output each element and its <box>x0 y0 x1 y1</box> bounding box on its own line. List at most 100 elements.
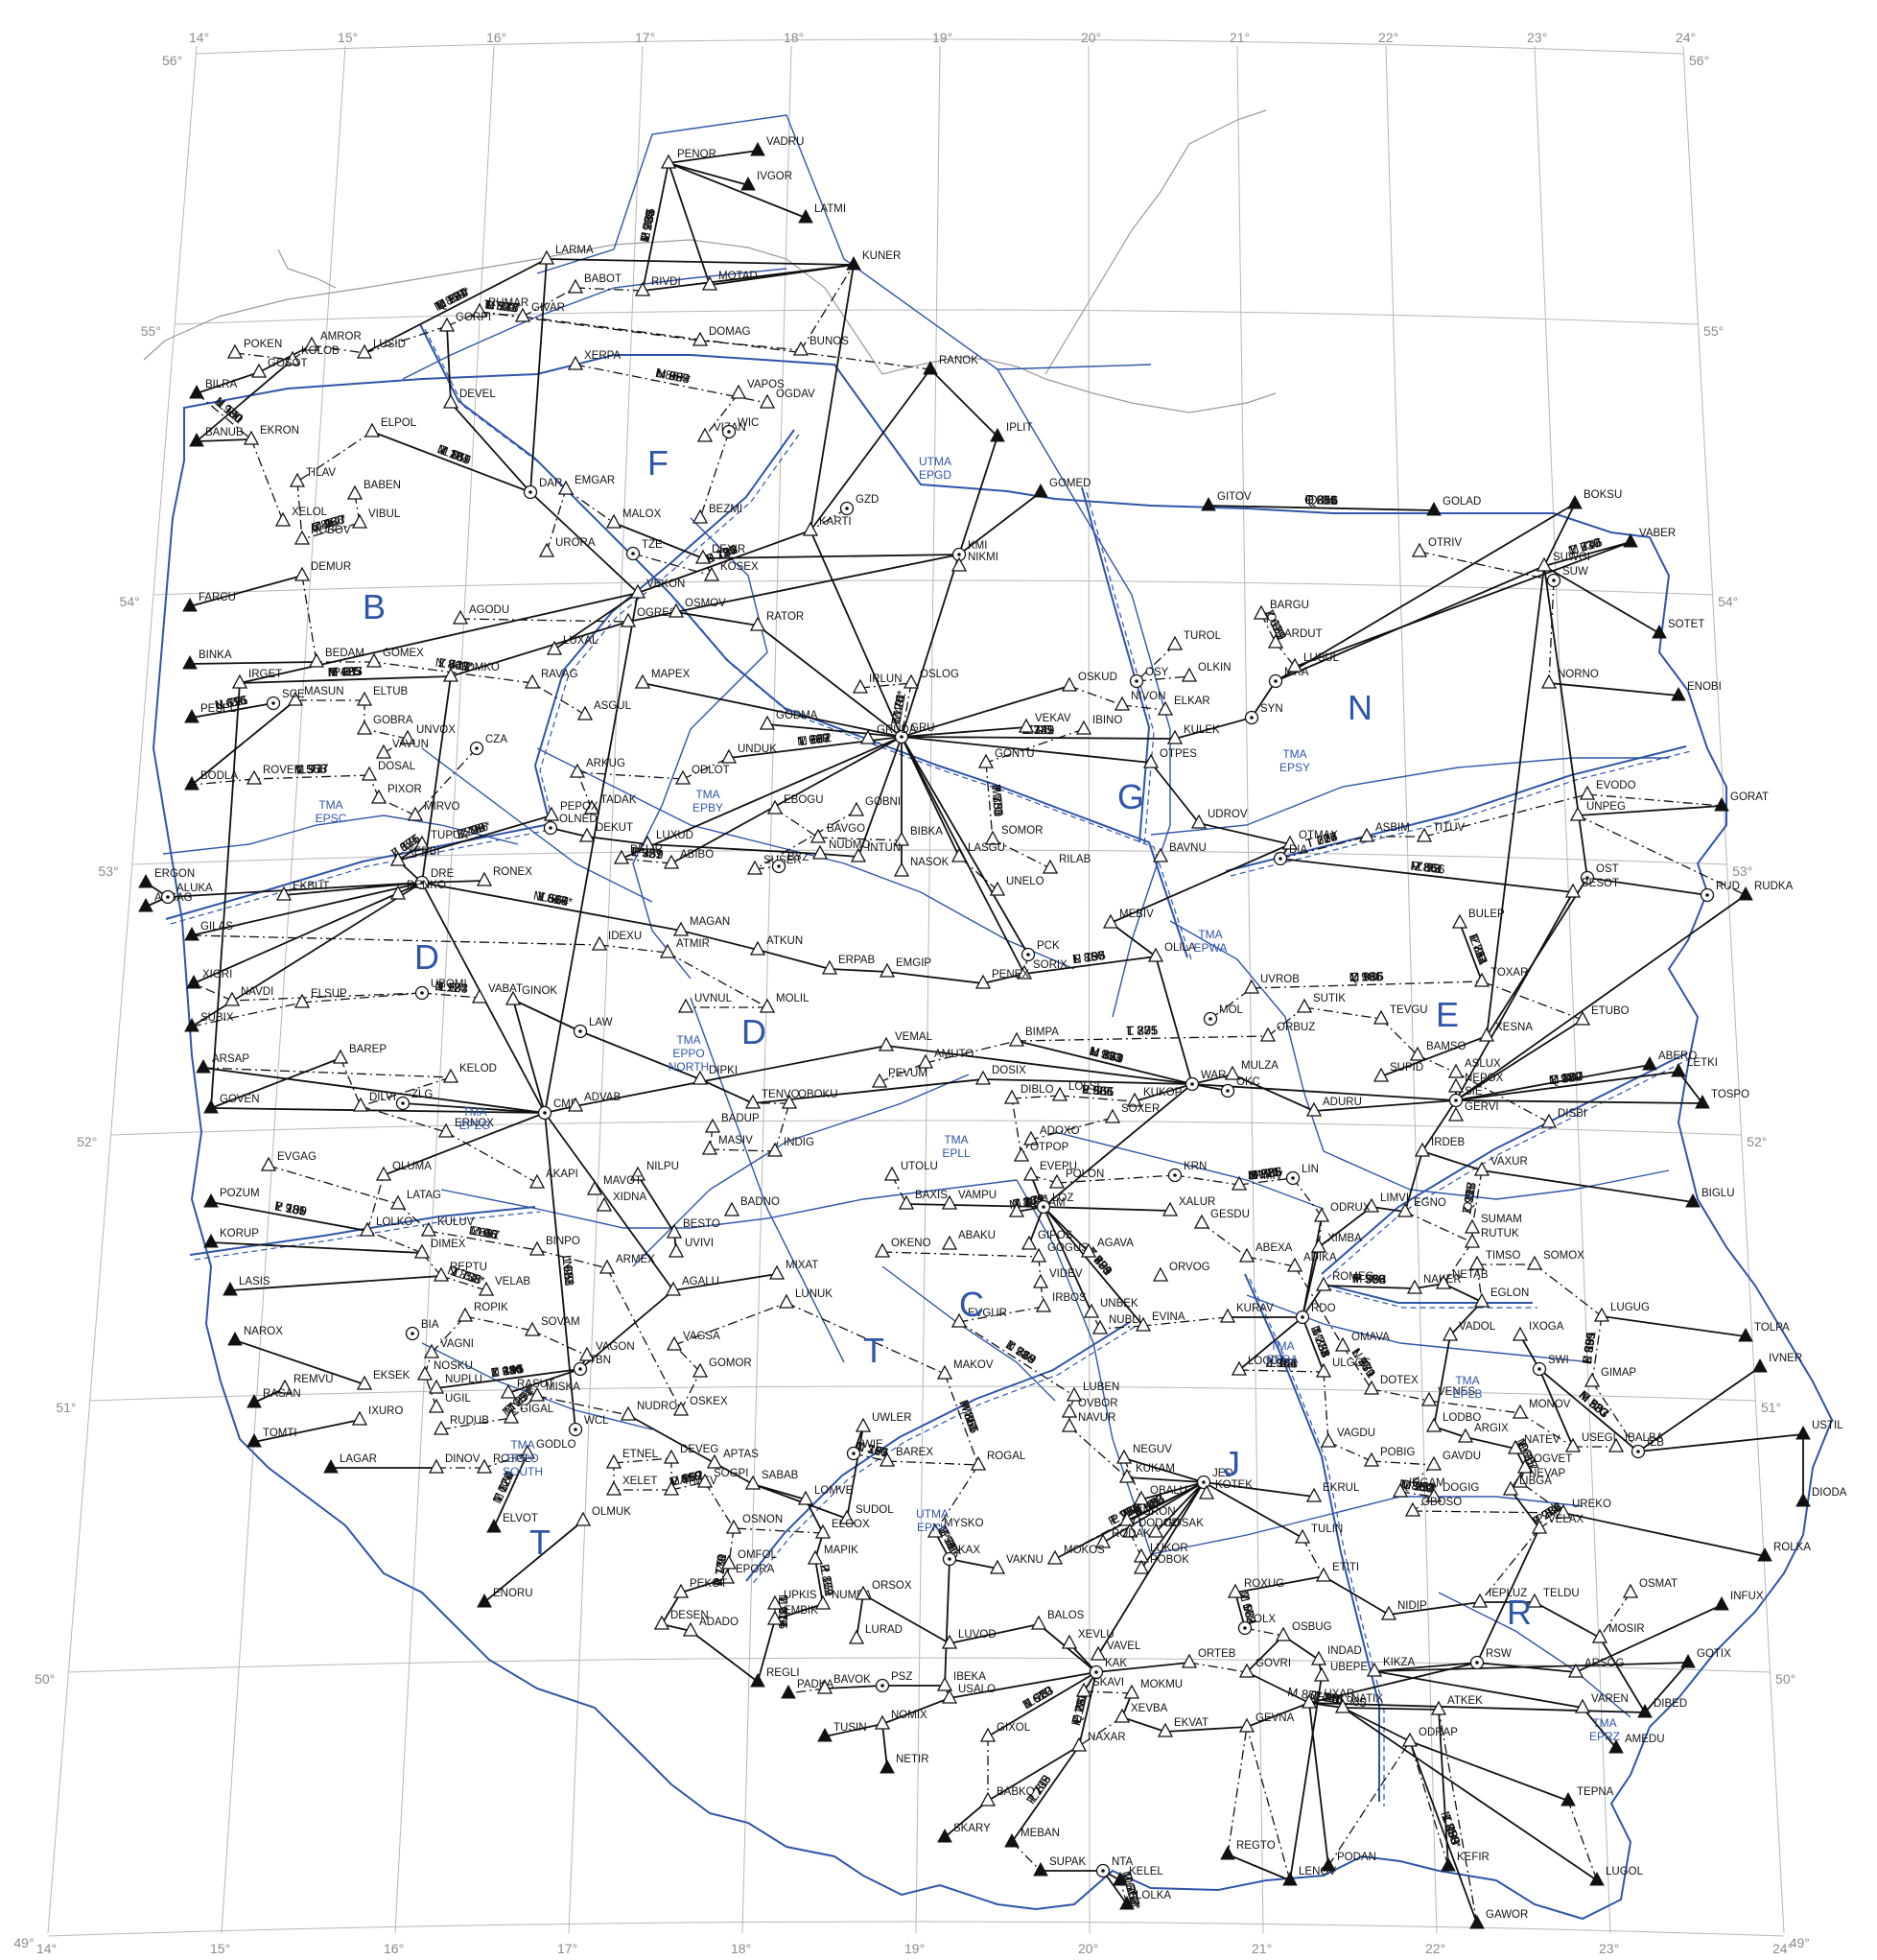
waypoint-kikza: KIKZA <box>1366 1657 1416 1677</box>
waypoint-label: ZLG <box>411 1089 433 1100</box>
waypoint-open-triangle-icon <box>1414 1142 1431 1157</box>
airway-irgam-dogig <box>1399 1491 1435 1498</box>
waypoint-label: BYZ <box>787 852 809 863</box>
airway-route-label: Z 96 <box>471 1223 498 1241</box>
waypoint-filled-triangle-icon <box>1680 1653 1696 1668</box>
waypoint-devel: DEVEL <box>442 389 496 409</box>
airway-sudol-uwler <box>846 1426 864 1520</box>
airway-route-label: N 869* <box>434 655 474 674</box>
waypoint-subix: SUBIX <box>184 1012 234 1032</box>
waypoint-vekav: VEKAV <box>1018 713 1071 733</box>
meridian <box>394 45 495 1934</box>
airway-lugol-tepna <box>1567 1800 1598 1881</box>
airway-adika-omava <box>1294 1265 1344 1347</box>
lat-label-right: 49° <box>1790 1935 1810 1950</box>
waypoint-amror: AMROR <box>303 331 362 351</box>
airway-logda-ulgos <box>1238 1369 1325 1373</box>
waypoint-mosir: MOSIR <box>1591 1623 1645 1643</box>
airway-izb-ustil <box>1637 1433 1804 1452</box>
waypoint-open-triangle-icon <box>1115 1449 1133 1464</box>
airway-amuto-bimpa <box>925 1040 1018 1064</box>
waypoint-nasok: NASOK <box>893 857 950 877</box>
waypoint-open-triangle-icon <box>723 1201 740 1216</box>
tma-label: TMA EPSY <box>1279 747 1310 774</box>
airway-vaber-suwgi <box>1543 541 1631 567</box>
airway-demur-bedam <box>301 575 317 663</box>
airway-udrov-otmax <box>1198 822 1291 845</box>
airway-law-dipki <box>579 1030 701 1080</box>
waypoint-label: UNPEG <box>1586 801 1626 813</box>
airway-gesdu-abexa <box>1201 1222 1248 1258</box>
airway-rogal-mysko <box>934 1464 979 1533</box>
waypoint-filled-triangle-icon <box>1738 886 1753 901</box>
sector-boundary <box>632 517 768 980</box>
tma-label-line: EPSY <box>1279 761 1310 774</box>
waypoint-label: SUBIX <box>200 1012 234 1024</box>
navaid-dot-icon <box>900 735 903 739</box>
waypoint-label: XEVLU <box>1078 1629 1114 1641</box>
waypoint-label: LUGOL <box>1606 1866 1644 1877</box>
waypoint-lodbo: LODBO <box>1425 1412 1481 1432</box>
airway-xerbi-pepox <box>397 815 552 862</box>
airway-route-label: L 979 <box>1550 1069 1583 1087</box>
waypoint-label: ELPOL <box>381 417 417 429</box>
waypoint-orvog: ORVOG <box>1152 1262 1210 1282</box>
navaid-dot-icon <box>631 552 635 555</box>
airway-navdi-xigri <box>193 982 233 1002</box>
meridian <box>915 45 941 1934</box>
waypoint-label: KELOD <box>459 1063 497 1074</box>
waypoint-nikmi: NIKMI <box>950 552 998 572</box>
waypoint-delir: DELIR <box>613 844 663 864</box>
airway-podan-odrap <box>1327 1740 1411 1867</box>
waypoint-open-triangle-icon <box>692 508 709 524</box>
waypoint-kax: KAX <box>942 1545 980 1567</box>
waypoint-tupur: TUPUR <box>413 830 469 850</box>
waypoint-indad: INDAD <box>1310 1645 1362 1665</box>
waypoint-uvnul: UVNUL <box>677 993 733 1013</box>
waypoint-label: UNVOX <box>416 724 456 736</box>
waypoint-atmir: ATMIR <box>659 938 710 958</box>
airway-vagdu-pobig <box>1327 1441 1373 1462</box>
waypoint-open-triangle-icon <box>1442 1326 1459 1341</box>
waypoint-bamso: BAMSO <box>1409 1041 1466 1061</box>
waypoint-label: GAWOR <box>1486 1909 1528 1921</box>
airway-sabab-aptas <box>714 1462 754 1485</box>
waypoint-label: INDAD <box>1327 1645 1362 1657</box>
waypoint-label: NASOK <box>910 857 950 868</box>
waypoint-label: UBOMI <box>431 979 467 990</box>
tma-label-line: TMA <box>676 1033 700 1047</box>
waypoint-iepluz: IEPLUZ <box>1471 1588 1527 1608</box>
waypoint-label: MAKOV <box>953 1359 994 1371</box>
waypoint-label: MOSIR <box>1608 1623 1645 1635</box>
waypoint-label: DIMEX <box>431 1239 466 1250</box>
airway-emgip-penex <box>886 971 984 984</box>
waypoint-open-triangle-icon <box>941 1688 958 1704</box>
waypoint-label: GOBRA <box>373 715 413 726</box>
waypoint-tituv: TITUV <box>1416 822 1466 842</box>
waypoint-etubo: ETUBO <box>1574 1005 1630 1026</box>
airway-rudub-gigal <box>440 1417 512 1430</box>
waypoint-label: DIBLO <box>1021 1084 1054 1096</box>
waypoint-label: LENOV <box>1299 1866 1336 1877</box>
airway-loz-baxis <box>905 1203 1044 1208</box>
lon-label-bottom: 24° <box>1772 1941 1793 1956</box>
waypoint-dilvi: DILVI <box>352 1092 396 1112</box>
waypoint-filled-triangle-icon <box>1623 532 1638 548</box>
navaid-dot-icon <box>880 1684 884 1688</box>
airway-route-label: L 621 <box>559 1255 576 1287</box>
airway-dosal-rovek <box>253 774 370 780</box>
waypoint-open-triangle-icon <box>226 343 244 359</box>
waypoint-abexa: ABEXA <box>1238 1242 1293 1263</box>
waypoint-label: MOL <box>1219 1004 1244 1016</box>
waypoint-label: ADOXO <box>1040 1125 1080 1137</box>
waypoint-open-triangle-icon <box>766 1610 784 1625</box>
waypoint-kosex: KOSEX <box>703 561 759 581</box>
waypoint-open-triangle-icon <box>1231 1360 1248 1376</box>
waypoint-open-triangle-icon <box>1526 1255 1543 1270</box>
waypoint-open-triangle-icon <box>1435 1274 1452 1289</box>
waypoint-ureko: UREKO <box>1555 1499 1611 1519</box>
waypoint-rotol: ROTOL <box>476 1453 531 1474</box>
airway-unpeg-rudka <box>1577 815 1747 896</box>
waypoint-rivdi: RIVDI <box>634 276 681 296</box>
